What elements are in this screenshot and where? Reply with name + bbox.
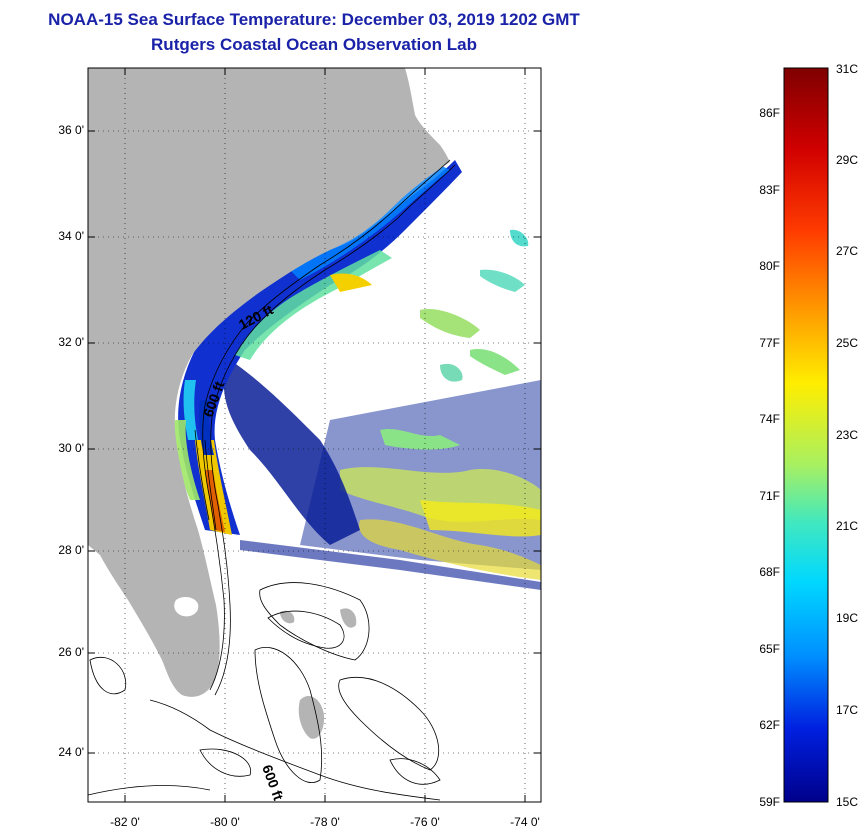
cb-label-31c: 31C (835, 62, 858, 76)
cb-label-17c: 17C (835, 703, 858, 717)
cb-label-23c: 23C (835, 428, 858, 442)
lat-label-34: 34 0' (58, 229, 84, 243)
graticule (88, 68, 541, 802)
lat-label-24: 24 0' (58, 745, 84, 759)
lake (174, 596, 199, 617)
lat-label-26: 26 0' (58, 645, 84, 659)
lat-label-36: 36 0' (58, 123, 84, 137)
bahamas-land (280, 608, 357, 739)
cb-label-86f: 86F (759, 106, 780, 120)
cb-label-25c: 25C (835, 336, 858, 350)
lon-label-78: -78 0' (310, 815, 340, 829)
coastal-sst-band (174, 160, 462, 535)
cb-label-19c: 19C (835, 611, 858, 625)
cb-label-15c: 15C (835, 795, 858, 809)
cb-label-68f: 68F (759, 565, 780, 579)
cb-label-62f: 62F (759, 718, 780, 732)
cb-label-59f: 59F (759, 795, 780, 809)
map-subtitle: Rutgers Coastal Ocean Observation Lab (151, 35, 477, 54)
cb-label-29c: 29C (835, 153, 858, 167)
lon-label-82: -82 0' (110, 815, 140, 829)
lat-label-28: 28 0' (58, 543, 84, 557)
cb-label-74f: 74F (759, 412, 780, 426)
cb-label-83f: 83F (759, 183, 780, 197)
map-canvas: 120 ft 600 ft 600 ft (88, 68, 541, 802)
cb-label-27c: 27C (835, 244, 858, 258)
cb-label-71f: 71F (759, 489, 780, 503)
colorbar (783, 67, 829, 803)
isobath-contours (88, 159, 456, 801)
lat-label-32: 32 0' (58, 335, 84, 349)
lon-label-74: -74 0' (510, 815, 540, 829)
offshore-cold-speckle (223, 360, 541, 590)
lon-label-80: -80 0' (210, 815, 240, 829)
lon-label-76: -76 0' (410, 815, 440, 829)
map-title: NOAA-15 Sea Surface Temperature: Decembe… (48, 10, 580, 29)
cb-label-77f: 77F (759, 336, 780, 350)
cb-label-80f: 80F (759, 259, 780, 273)
map-frame (87, 67, 542, 803)
cb-label-21c: 21C (835, 519, 858, 533)
land-mainland (88, 68, 450, 697)
cb-label-65f: 65F (759, 642, 780, 656)
lat-label-30: 30 0' (58, 441, 84, 455)
map-ticks (88, 68, 541, 802)
offshore-sst-patches (300, 229, 541, 580)
